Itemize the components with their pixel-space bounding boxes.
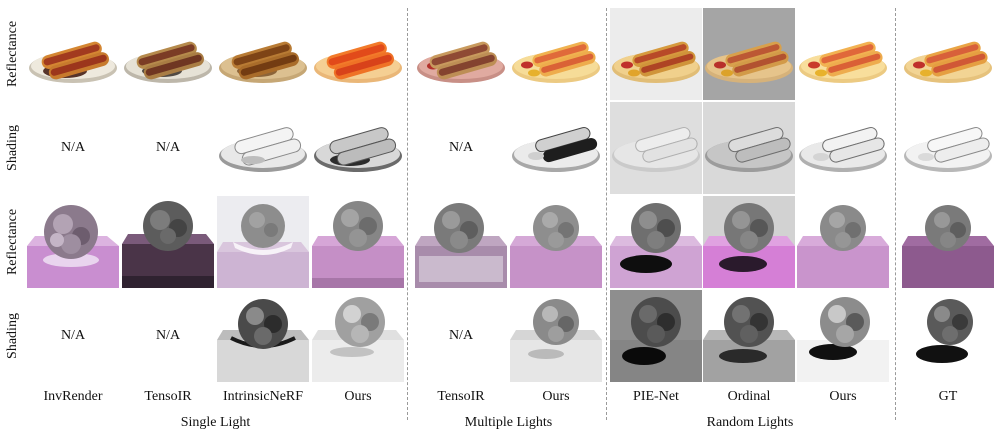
ficus-reflectance-intrinsicnerf — [217, 196, 309, 288]
row-label-shading-ficus: Shading — [5, 313, 21, 359]
hotdog-reflectance-gt — [902, 8, 994, 100]
na-label: N/A — [448, 140, 474, 155]
hotdog-shading-ours-multi — [510, 102, 602, 194]
ficus-reflectance-pienet — [610, 196, 702, 288]
na-label: N/A — [155, 140, 181, 155]
ficus-shading-ours-single — [312, 290, 404, 382]
hotdog-reflectance-ours-single — [312, 8, 404, 100]
hotdog-shading-pienet — [610, 102, 702, 194]
method-label-ours: Ours — [344, 389, 372, 404]
ficus-reflectance-ours-multi — [510, 196, 602, 288]
hotdog-reflectance-tensoir — [122, 8, 214, 100]
group-label-multiple-lights: Multiple Lights — [464, 415, 553, 430]
method-label-invrender: InvRender — [43, 389, 103, 404]
ficus-reflectance-tensoir — [122, 196, 214, 288]
na-label: N/A — [60, 140, 86, 155]
hotdog-reflectance-tensoir-multi — [415, 8, 507, 100]
na-label: N/A — [448, 328, 474, 343]
method-label-ordinal: Ordinal — [727, 389, 771, 404]
ficus-reflectance-ours-random — [797, 196, 889, 288]
ficus-shading-gt — [902, 290, 994, 382]
method-label-pienet: PIE-Net — [633, 389, 679, 404]
group-label-single-light: Single Light — [180, 415, 251, 430]
hotdog-reflectance-ordinal — [703, 8, 795, 100]
hotdog-reflectance-invrender — [27, 8, 119, 100]
ficus-reflectance-invrender — [27, 196, 119, 288]
ficus-reflectance-ordinal — [703, 196, 795, 288]
hotdog-shading-gt — [902, 102, 994, 194]
row-label-shading-hotdog: Shading — [5, 125, 21, 171]
ficus-shading-ours-multi — [510, 290, 602, 382]
method-label-intrinsicnerf: IntrinsicNeRF — [222, 389, 304, 404]
ficus-reflectance-ours-single — [312, 196, 404, 288]
hotdog-shading-ours-random — [797, 102, 889, 194]
row-label-reflectance-hotdog: Reflectance — [5, 20, 20, 88]
ficus-shading-ordinal — [703, 290, 795, 382]
hotdog-reflectance-ours-multi — [510, 8, 602, 100]
hotdog-reflectance-intrinsicnerf — [217, 8, 309, 100]
method-label-gt: GT — [938, 389, 958, 404]
row-label-reflectance-ficus: Reflectance — [5, 208, 20, 276]
ficus-reflectance-tensoir-multi — [415, 196, 507, 288]
hotdog-shading-intrinsicnerf — [217, 102, 309, 194]
na-label: N/A — [155, 328, 181, 343]
hotdog-shading-ordinal — [703, 102, 795, 194]
method-label-ours-random: Ours — [829, 389, 857, 404]
method-label-ours-multi: Ours — [542, 389, 570, 404]
hotdog-reflectance-ours-random — [797, 8, 889, 100]
method-label-tensoir: TensoIR — [144, 389, 192, 404]
ficus-reflectance-gt — [902, 196, 994, 288]
ficus-shading-ours-random — [797, 290, 889, 382]
method-label-tensoir-multi: TensoIR — [437, 389, 485, 404]
ficus-shading-intrinsicnerf — [217, 290, 309, 382]
separator-random-gt — [895, 8, 896, 420]
separator-multi-random — [606, 8, 607, 420]
separator-single-multi — [407, 8, 408, 420]
ficus-shading-pienet — [610, 290, 702, 382]
na-label: N/A — [60, 328, 86, 343]
hotdog-reflectance-pienet — [610, 8, 702, 100]
group-label-random-lights: Random Lights — [706, 415, 794, 430]
hotdog-shading-ours-single — [312, 102, 404, 194]
